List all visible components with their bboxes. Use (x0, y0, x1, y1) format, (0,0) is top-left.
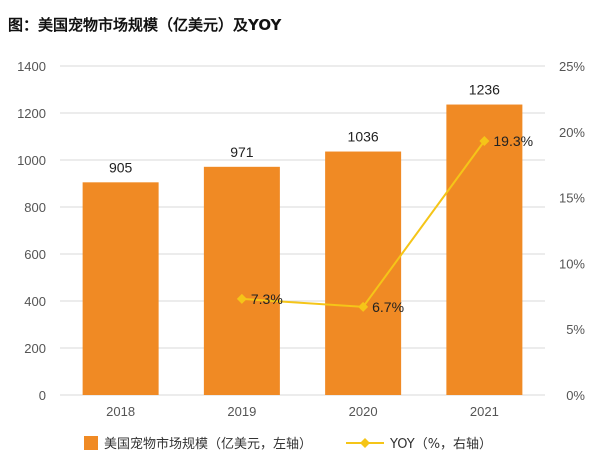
yoy-point (358, 301, 369, 312)
x-tick-label: 2019 (227, 404, 256, 419)
bar-data-label: 1236 (469, 82, 500, 98)
y-right-tick-label: 20% (559, 125, 585, 140)
y-left-tick-label: 1400 (17, 59, 46, 74)
bar (446, 104, 523, 395)
bar-data-label: 971 (230, 144, 254, 160)
yoy-data-label: 6.7% (372, 299, 404, 315)
bar-data-label: 905 (109, 159, 133, 175)
y-right-tick-label: 0% (566, 388, 585, 403)
bar (325, 151, 402, 395)
yoy-point (479, 136, 490, 147)
bar-data-label: 1036 (348, 129, 379, 145)
yoy-data-label: 7.3% (251, 291, 283, 307)
yoy-data-label: 19.3% (493, 133, 533, 149)
x-tick-label: 2018 (106, 404, 135, 419)
y-right-tick-label: 5% (566, 322, 585, 337)
bar (203, 166, 280, 395)
y-left-tick-label: 800 (24, 200, 46, 215)
y-right-tick-label: 15% (559, 191, 585, 206)
y-left-tick-label: 200 (24, 341, 46, 356)
y-right-tick-label: 25% (559, 59, 585, 74)
x-tick-label: 2021 (470, 404, 499, 419)
legend-line-marker (360, 438, 370, 448)
y-left-tick-label: 0 (39, 388, 46, 403)
x-tick-label: 2020 (349, 404, 378, 419)
y-left-tick-label: 1000 (17, 153, 46, 168)
y-left-tick-label: 400 (24, 294, 46, 309)
chart-title: 图：美国宠物市场规模（亿美元）及YOY (8, 16, 282, 34)
legend-bar-swatch (84, 436, 98, 450)
legend-line-label: YOY（%，右轴） (389, 437, 492, 452)
y-left-tick-label: 1200 (17, 106, 46, 121)
bar (82, 182, 159, 395)
yoy-point (236, 293, 247, 304)
legend-bar-label: 美国宠物市场规模（亿美元，左轴） (104, 436, 312, 452)
y-right-tick-label: 10% (559, 256, 585, 271)
y-left-tick-label: 600 (24, 247, 46, 262)
